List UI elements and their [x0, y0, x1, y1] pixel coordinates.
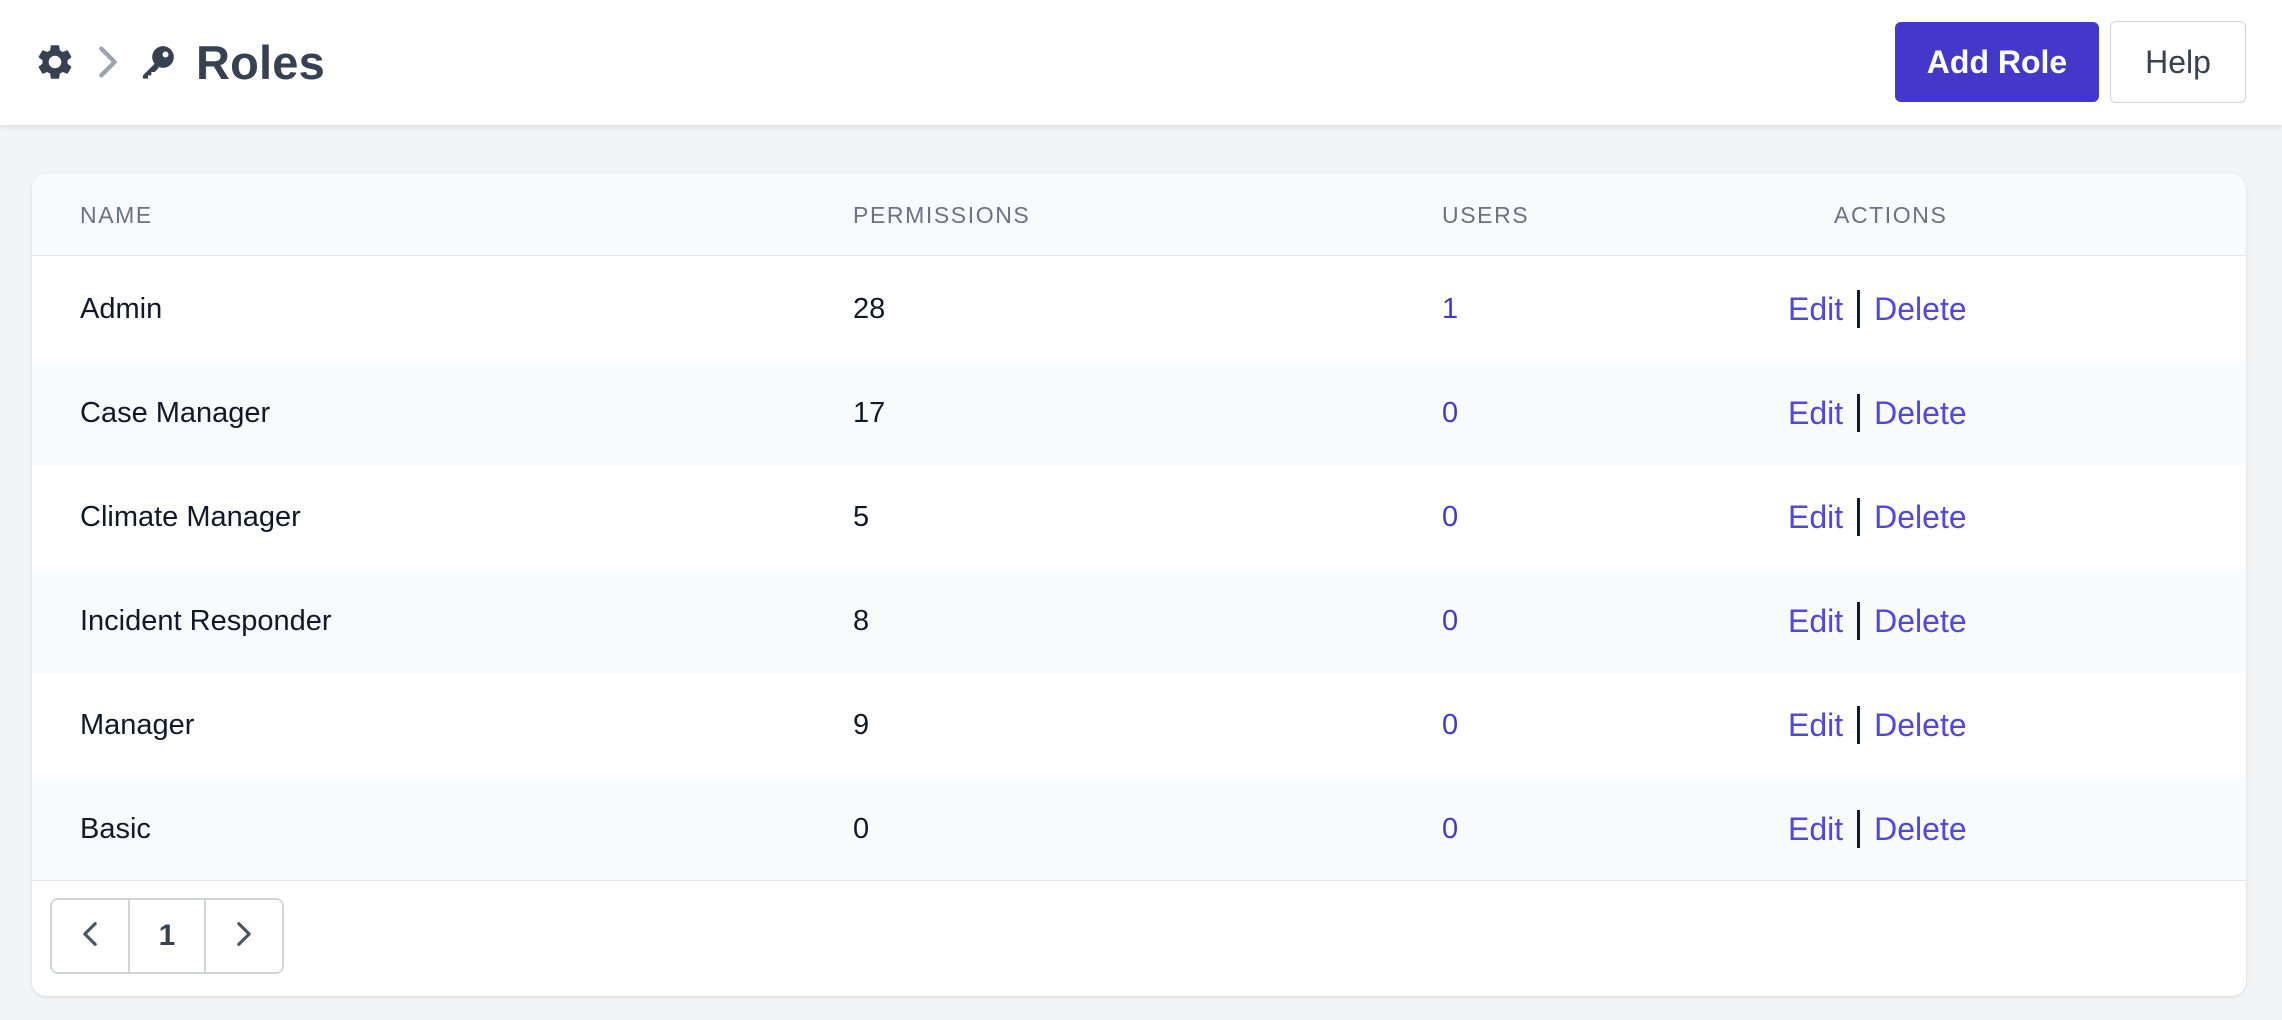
delete-link[interactable]: Delete	[1874, 707, 1967, 743]
row-actions: Edit Delete	[1788, 465, 1967, 569]
actions-divider	[1857, 809, 1861, 848]
user-count-link[interactable]: 0	[1442, 709, 1459, 741]
actions-divider	[1857, 289, 1861, 328]
delete-link[interactable]: Delete	[1874, 499, 1967, 535]
page-title: Roles	[196, 35, 325, 89]
table-row: Case Manager 17 0 Edit Delete	[32, 361, 2246, 465]
role-name: Manager	[80, 709, 195, 741]
key-icon	[138, 42, 178, 82]
edit-link[interactable]: Edit	[1788, 395, 1844, 431]
delete-link[interactable]: Delete	[1874, 603, 1967, 639]
permission-count: 5	[853, 501, 870, 533]
actions-divider	[1857, 497, 1861, 536]
permission-count: 17	[853, 397, 886, 429]
permission-count: 0	[853, 813, 870, 845]
roles-table-card: NAME PERMISSIONS USERS ACTIONS Admin 28 …	[32, 174, 2246, 996]
previous-page-button[interactable]	[52, 900, 128, 972]
page-number-button[interactable]: 1	[128, 900, 206, 972]
delete-link[interactable]: Delete	[1874, 291, 1967, 327]
row-actions: Edit Delete	[1788, 569, 1967, 673]
actions-divider	[1857, 393, 1861, 432]
edit-link[interactable]: Edit	[1788, 707, 1844, 743]
add-role-button[interactable]: Add Role	[1895, 22, 2099, 102]
page-header: Roles Add Role Help	[0, 0, 2282, 126]
chevron-right-icon	[236, 921, 252, 952]
help-button[interactable]: Help	[2110, 21, 2246, 103]
edit-link[interactable]: Edit	[1788, 291, 1844, 327]
permission-count: 9	[853, 709, 870, 741]
pagination: 1	[50, 898, 284, 974]
user-count-link[interactable]: 0	[1442, 397, 1459, 429]
role-name: Basic	[80, 813, 151, 845]
row-actions: Edit Delete	[1788, 777, 1967, 881]
edit-link[interactable]: Edit	[1788, 811, 1844, 847]
role-name: Incident Responder	[80, 605, 332, 637]
column-header-actions: ACTIONS	[1834, 202, 1948, 228]
row-actions: Edit Delete	[1788, 361, 1967, 465]
chevron-left-icon	[82, 921, 98, 952]
delete-link[interactable]: Delete	[1874, 395, 1967, 431]
chevron-right-icon	[98, 45, 118, 79]
column-header-permissions: PERMISSIONS	[853, 202, 1031, 228]
permission-count: 8	[853, 605, 870, 637]
table-row: Climate Manager 5 0 Edit Delete	[32, 465, 2246, 569]
user-count-link[interactable]: 0	[1442, 501, 1459, 533]
table-row: Incident Responder 8 0 Edit Delete	[32, 569, 2246, 673]
edit-link[interactable]: Edit	[1788, 499, 1844, 535]
table-header: NAME PERMISSIONS USERS ACTIONS	[32, 174, 2246, 256]
user-count-link[interactable]: 1	[1442, 293, 1459, 325]
table-row: Admin 28 1 Edit Delete	[32, 257, 2246, 361]
actions-divider	[1857, 705, 1861, 744]
table-row: Basic 0 0 Edit Delete	[32, 777, 2246, 881]
actions-divider	[1857, 601, 1861, 640]
permission-count: 28	[853, 293, 886, 325]
table-row: Manager 9 0 Edit Delete	[32, 673, 2246, 777]
user-count-link[interactable]: 0	[1442, 605, 1459, 637]
edit-link[interactable]: Edit	[1788, 603, 1844, 639]
next-page-button[interactable]	[206, 900, 282, 972]
user-count-link[interactable]: 0	[1442, 813, 1459, 845]
table-footer-divider	[32, 880, 2246, 881]
role-name: Admin	[80, 293, 163, 325]
gear-icon[interactable]	[34, 41, 76, 83]
column-header-users: USERS	[1442, 202, 1530, 228]
role-name: Climate Manager	[80, 501, 301, 533]
column-header-name: NAME	[80, 202, 153, 228]
delete-link[interactable]: Delete	[1874, 811, 1967, 847]
row-actions: Edit Delete	[1788, 257, 1967, 361]
row-actions: Edit Delete	[1788, 673, 1967, 777]
breadcrumb: Roles	[34, 30, 325, 94]
role-name: Case Manager	[80, 397, 271, 429]
